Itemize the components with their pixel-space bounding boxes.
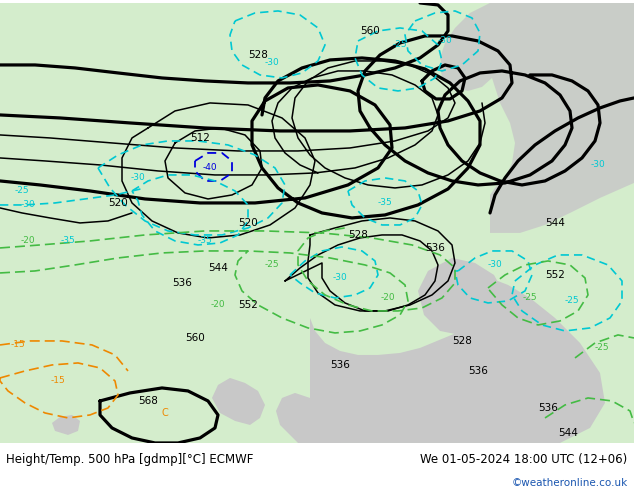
Text: 552: 552 <box>545 270 565 280</box>
Text: Height/Temp. 500 hPa [gdmp][°C] ECMWF: Height/Temp. 500 hPa [gdmp][°C] ECMWF <box>6 453 254 466</box>
Text: -30: -30 <box>131 173 145 182</box>
Text: We 01-05-2024 18:00 UTC (12+06): We 01-05-2024 18:00 UTC (12+06) <box>420 453 628 466</box>
Text: -25: -25 <box>522 294 537 302</box>
Text: -30: -30 <box>21 200 36 209</box>
Text: 512: 512 <box>190 133 210 143</box>
Text: C: C <box>162 408 169 418</box>
Text: -20: -20 <box>210 300 225 310</box>
Text: 536: 536 <box>468 366 488 376</box>
Text: -15: -15 <box>11 341 25 349</box>
Polygon shape <box>276 393 345 443</box>
Text: 528: 528 <box>348 230 368 240</box>
Text: 544: 544 <box>208 263 228 273</box>
Text: -25: -25 <box>264 261 280 270</box>
Polygon shape <box>310 258 605 443</box>
Text: 520: 520 <box>108 198 128 208</box>
Text: 536: 536 <box>425 243 445 253</box>
Text: -30: -30 <box>591 160 605 170</box>
Text: 560: 560 <box>360 26 380 36</box>
Text: 528: 528 <box>248 50 268 60</box>
Text: -25: -25 <box>15 187 29 196</box>
Text: 536: 536 <box>330 360 350 370</box>
Text: 536: 536 <box>538 403 558 413</box>
Text: 544: 544 <box>558 428 578 438</box>
Text: 528: 528 <box>452 336 472 346</box>
Text: -30: -30 <box>437 36 453 46</box>
Text: -35: -35 <box>378 198 392 207</box>
Text: 560: 560 <box>185 333 205 343</box>
Text: -20: -20 <box>380 294 396 302</box>
Text: 536: 536 <box>172 278 192 288</box>
Text: ©weatheronline.co.uk: ©weatheronline.co.uk <box>512 478 628 488</box>
Text: 520: 520 <box>238 218 258 228</box>
Text: -35: -35 <box>198 237 212 245</box>
Text: -30: -30 <box>333 273 347 282</box>
Text: -15: -15 <box>51 376 65 386</box>
Text: -25: -25 <box>392 41 407 49</box>
Text: -25: -25 <box>595 343 609 352</box>
Text: -20: -20 <box>21 237 36 245</box>
Text: -35: -35 <box>61 237 75 245</box>
Text: -25: -25 <box>565 296 579 305</box>
Polygon shape <box>52 415 80 435</box>
Text: -30: -30 <box>264 58 280 68</box>
Text: -40: -40 <box>203 164 217 172</box>
Text: 568: 568 <box>138 396 158 406</box>
Polygon shape <box>212 378 265 425</box>
Polygon shape <box>440 3 634 233</box>
Text: 552: 552 <box>238 300 258 310</box>
Text: -30: -30 <box>488 261 502 270</box>
Text: 544: 544 <box>545 218 565 228</box>
